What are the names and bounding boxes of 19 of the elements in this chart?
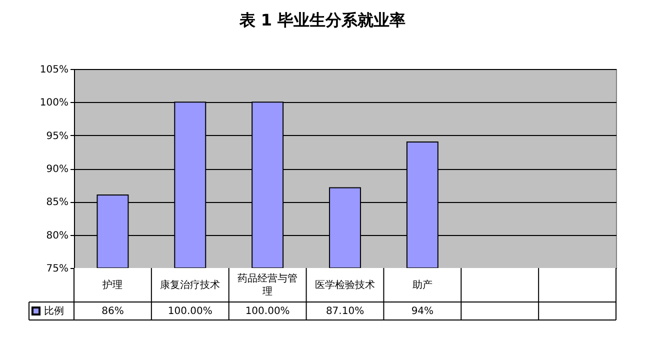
legend-label: 比例 (44, 305, 64, 317)
data-label: 100.00% (168, 306, 212, 317)
y-tick-label: 75% (46, 264, 68, 274)
x-tick-label: 药品经营与管理 (238, 272, 298, 298)
x-tick-label: 护理 (102, 279, 123, 291)
y-tick-label: 80% (46, 230, 68, 242)
data-label: 86% (102, 306, 124, 317)
y-tick-label: 100% (40, 98, 68, 109)
x-tick-label: 助产 (412, 279, 432, 291)
y-tick-label: 85% (46, 197, 68, 208)
x-tick-label: 康复治疗技术 (160, 279, 220, 291)
y-tick-label: 90% (46, 164, 68, 175)
y-tick-label: 95% (46, 130, 68, 142)
data-label: 100.00% (245, 306, 290, 317)
data-label: 94% (411, 306, 434, 317)
y-tick-label: 105% (40, 64, 68, 76)
data-label: 87.10% (326, 306, 364, 317)
chart-title: 表 1 毕业生分系就业率 (238, 10, 406, 30)
x-tick-label: 医学检验技术 (315, 279, 375, 291)
